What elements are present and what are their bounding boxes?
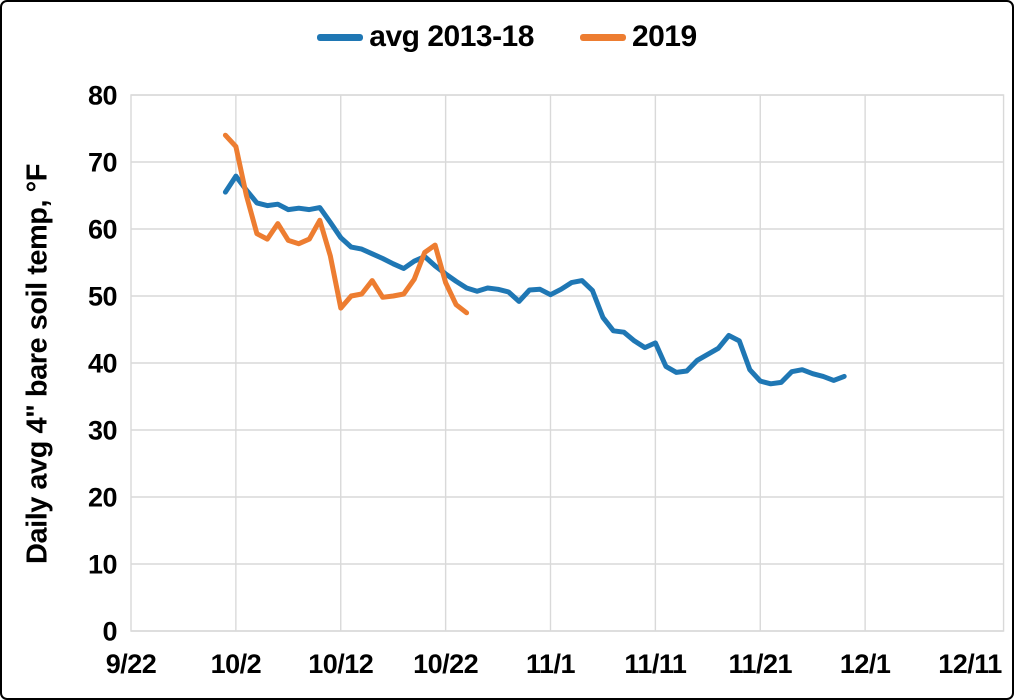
legend-line-swatch-blue [317, 33, 364, 41]
legend-label: 2019 [631, 20, 697, 53]
x-tick-label: 10/12 [308, 649, 373, 679]
y-tick-label: 10 [88, 550, 117, 580]
y-tick-label: 60 [88, 215, 117, 245]
legend-line-swatch-orange [579, 33, 626, 41]
y-tick-label: 50 [88, 282, 117, 312]
x-tick-label: 12/11 [938, 649, 1002, 679]
y-tick-label: 20 [88, 483, 117, 513]
series-line-avg-2013-18 [222, 173, 847, 387]
chart-legend: avg 2013-18 2019 [2, 20, 1012, 54]
y-tick-label: 40 [88, 349, 117, 379]
y-tick-label: 30 [88, 416, 117, 446]
legend-item-avg-2013-18: avg 2013-18 [317, 20, 534, 54]
legend-label: avg 2013-18 [369, 20, 534, 53]
x-tick-label: 11/1 [526, 649, 576, 679]
x-tick-label: 9/22 [106, 649, 157, 679]
x-tick-label: 10/22 [413, 649, 478, 679]
y-tick-label: 80 [88, 81, 117, 111]
plot-area-border [130, 94, 1005, 632]
y-tick-label: 0 [102, 617, 117, 647]
legend-item-2019: 2019 [579, 20, 697, 54]
x-tick-label: 12/1 [840, 649, 891, 679]
x-tick-label: 11/11 [624, 649, 687, 679]
x-tick-label: 11/21 [728, 649, 792, 679]
y-tick-label: 70 [88, 148, 117, 178]
x-tick-label: 10/2 [211, 649, 262, 679]
series-line-2019 [222, 132, 470, 316]
